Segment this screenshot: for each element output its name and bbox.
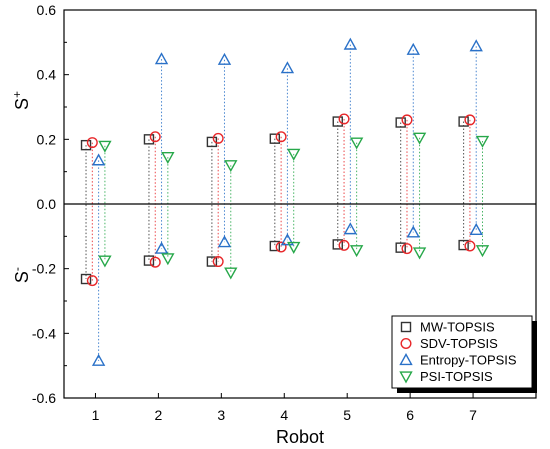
x-tick-labels: 1 2 3 4 5 6 7 [92,407,478,423]
mw-topsis-s-plus-point [80,139,92,151]
sdv-topsis-s-plus-point [464,114,476,126]
entropy-topsis-s-minus-point [343,222,358,235]
entropy-topsis-s-minus-point [217,235,232,248]
svg-text:S-: S- [10,267,32,283]
mw-topsis-s-minus-point [269,240,281,252]
y-axis-title-lower-main: S [12,271,32,283]
psi-topsis-s-plus-point [349,137,364,150]
mw-topsis-s-minus-point [143,255,155,266]
entropy-topsis-s-plus-point [217,52,232,65]
psi-topsis-s-plus-point [161,152,175,165]
sdv-topsis-s-minus-point [149,256,161,268]
y-tick-label: 0.4 [37,67,57,83]
sdv-topsis-s-minus-point [212,256,224,268]
entropy-topsis-s-minus-point [280,233,295,246]
entropy-topsis-s-plus-point [343,37,358,50]
sdv-topsis-s-plus-point [275,131,287,143]
psi-topsis-s-minus-point [475,245,490,258]
x-tick-label: 7 [469,407,477,423]
data-markers [80,37,490,366]
y-tick-label: -0.6 [32,390,56,406]
legend-entropy-topsis-label: Entropy-TOPSIS [420,353,517,368]
mw-topsis-s-minus-point [332,239,343,250]
psi-topsis-s-plus-point [412,132,427,145]
legend-mw-topsis-marker [400,321,412,333]
legend-sdv-topsis-label: SDV-TOPSIS [420,336,498,351]
mw-topsis-s-plus-point [458,116,469,127]
sdv-topsis-s-plus-point [338,113,350,125]
mw-topsis-s-plus-point [206,136,218,148]
sdv-topsis-s-minus-point [86,275,98,287]
mw-topsis-s-plus-point [332,116,343,127]
legend-sdv-topsis-marker [400,338,412,350]
entropy-topsis-s-minus-point [406,225,420,238]
y-tick-label: 0.6 [37,2,57,18]
psi-topsis-s-minus-point [98,255,112,268]
entropy-topsis-s-plus-point [469,39,483,52]
sdv-topsis-s-minus-point [464,240,476,252]
entropy-topsis-s-plus-point [154,52,169,65]
legend-box [391,315,533,389]
y-axis-title-lower: S- [10,267,32,283]
connector-lines [85,44,484,361]
legend-mw-topsis-label: MW-TOPSIS [420,320,495,335]
psi-topsis-s-minus-point [412,247,427,260]
psi-topsis-s-minus-point [349,245,364,258]
sdv-topsis-s-plus-point [86,137,98,149]
psi-topsis-s-minus-point [161,253,175,266]
y-axis-title-upper: S+ [10,91,32,110]
entropy-topsis-s-plus-point [406,42,420,55]
mw-topsis-s-minus-point [395,242,406,253]
mw-topsis-s-plus-point [269,133,281,144]
psi-topsis-s-plus-point [98,140,112,153]
legend-psi-topsis-marker [399,371,413,384]
y-axis-title-upper-sup: + [10,91,24,98]
y-axis-title-upper-main: S [12,98,32,110]
legend-psi-topsis-label: PSI-TOPSIS [420,369,493,384]
sdv-topsis-s-plus-point [401,114,413,126]
x-tick-label: 2 [155,407,163,423]
entropy-topsis-s-plus-point [280,61,295,74]
y-tick-label: 0.0 [37,196,57,212]
sdv-topsis-s-minus-point [338,239,350,251]
mw-topsis-s-plus-point [143,134,155,145]
entropy-topsis-s-plus-point [91,153,106,166]
psi-topsis-s-plus-point [287,148,301,161]
x-axis-title: Robot [276,427,324,447]
psi-topsis-s-plus-point [224,160,238,173]
psi-topsis-s-plus-point [475,135,490,148]
mw-topsis-s-plus-point [395,117,406,128]
legend-entropy-topsis-marker [399,353,413,366]
sdv-topsis-s-minus-point [275,241,287,253]
axis-ticks [64,9,474,399]
x-tick-label: 5 [343,407,351,423]
x-tick-label: 3 [217,407,225,423]
y-axis-title-lower-sup: - [10,267,24,271]
y-tick-label: 0.2 [37,131,57,147]
psi-topsis-s-minus-point [287,241,301,254]
x-tick-label: 1 [92,407,100,423]
y-tick-labels: -0.6 -0.4 -0.2 0.0 0.2 0.4 0.6 [32,2,56,406]
svg-text:S+: S+ [10,91,32,110]
sdv-topsis-s-plus-point [149,131,161,143]
sdv-topsis-s-minus-point [401,243,413,255]
mw-topsis-s-minus-point [80,273,92,285]
y-tick-label: -0.4 [32,325,56,341]
entropy-topsis-s-minus-point [154,241,169,254]
y-tick-label: -0.2 [32,261,56,277]
x-tick-label: 4 [280,407,288,423]
entropy-topsis-s-minus-point [469,222,483,235]
sdv-topsis-s-plus-point [212,132,224,144]
x-tick-label: 6 [406,407,414,423]
mw-topsis-s-minus-point [206,256,218,267]
psi-topsis-s-minus-point [224,267,238,280]
entropy-topsis-s-minus-point [91,353,106,366]
mw-topsis-s-minus-point [458,239,469,251]
